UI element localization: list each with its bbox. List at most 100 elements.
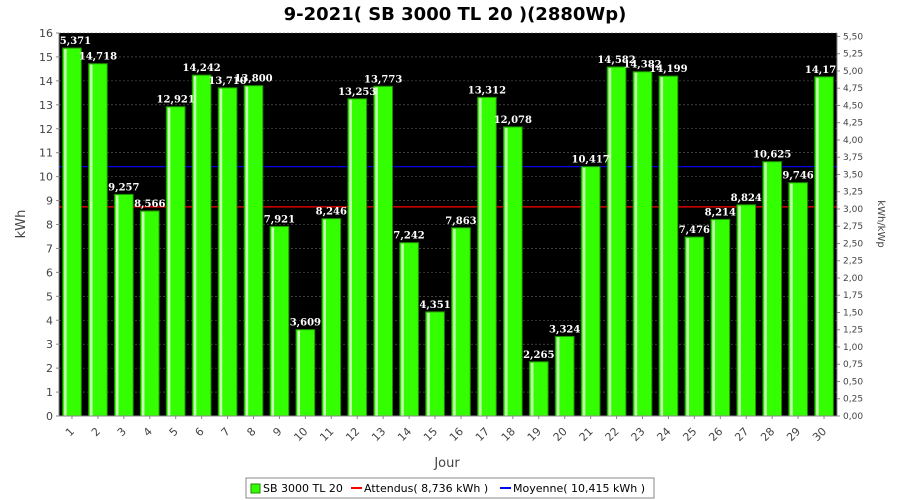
bar-highlight [219, 88, 223, 417]
y-tick-label: 16 [39, 27, 53, 40]
legend-swatch-bars [250, 483, 261, 494]
bar-highlight [245, 86, 249, 416]
y2-tick-label: 3,50 [843, 170, 863, 180]
y2-tick-label: 0,00 [843, 412, 863, 422]
x-tick-label: 16 [447, 425, 466, 444]
y2-tick-label: 3,75 [843, 153, 863, 163]
y-tick-label: 9 [46, 195, 53, 208]
x-tick-label: 15 [421, 425, 440, 444]
bar-highlight [323, 219, 326, 416]
data-label: 13,773 [364, 74, 402, 85]
y2-tick-label: 4,00 [843, 136, 863, 146]
grid-layer [59, 32, 837, 393]
y2-tick-label: 0,75 [843, 360, 863, 370]
y2-tick-label: 1,75 [843, 291, 863, 301]
x-tick-label: 13 [369, 425, 388, 444]
data-label: 10,417 [571, 155, 609, 166]
y-tick-label: 8 [46, 219, 53, 232]
y2-tick-label: 1,00 [843, 343, 863, 353]
x-axis: 1 2 3 4 5 6 7 8 9 10 11 12 13 14 15 16 17 18 19 20 21 22 23 24 2… [59, 415, 837, 444]
x-tick-label: 14 [395, 425, 414, 444]
y2-tick-label: 4,50 [843, 101, 863, 111]
y2-tick-label: 1,50 [843, 308, 863, 318]
y-tick-label: 10 [39, 171, 53, 184]
bar-highlight [90, 64, 93, 417]
bar-highlight [608, 67, 612, 417]
x-tick-label: 18 [499, 425, 518, 444]
y2-tick-label: 0,50 [843, 377, 863, 387]
y-axis-label: kWh [14, 210, 29, 239]
y-tick-label: 13 [39, 99, 53, 112]
data-label: 7,476 [679, 225, 710, 236]
x-tick-label: 22 [603, 425, 622, 444]
data-label: 8,214 [705, 207, 736, 218]
data-label: 13,253 [338, 87, 376, 98]
bar-highlight [660, 77, 664, 416]
data-label: 14,242 [182, 63, 220, 74]
bar-highlight [790, 183, 793, 416]
x-tick-label: 8 [244, 425, 258, 439]
data-label: 12,078 [494, 115, 532, 126]
x-tick-label: 17 [473, 425, 492, 444]
data-label: 3,324 [549, 324, 580, 335]
y2-tick-label: 2,00 [843, 274, 863, 284]
bar-highlight [141, 211, 145, 416]
x-tick-label: 12 [343, 425, 362, 444]
x-tick-label: 9 [270, 425, 284, 439]
y2-tick-label: 5,00 [843, 67, 863, 77]
y-tick-label: 0 [46, 410, 53, 423]
y-tick-label: 7 [46, 242, 53, 255]
data-label: 10,625 [753, 150, 791, 161]
bar-highlight [816, 77, 819, 417]
x-tick-label: 24 [654, 425, 673, 444]
data-label: 9,746 [782, 171, 813, 182]
bar-highlight [193, 76, 197, 416]
bar-highlight [453, 228, 456, 416]
y-tick-label: 1 [46, 386, 53, 399]
y-axis-right: 0,00 0,25 0,50 0,75 1,00 1,25 1,50 1,75 2,00 2,25… [836, 32, 863, 422]
x-tick-label: 23 [629, 425, 648, 444]
legend-label-moyenne: Moyenne( 10,415 kWh ) [513, 482, 645, 495]
data-label: 13,800 [234, 74, 272, 85]
data-label: 14,718 [79, 52, 117, 63]
bar-highlight [634, 72, 638, 417]
bar-highlight [582, 167, 586, 416]
data-label: 2,265 [523, 350, 554, 361]
x-tick-label: 19 [525, 425, 544, 444]
y2-tick-label: 4,75 [843, 84, 863, 94]
data-label: 13,312 [468, 85, 506, 96]
bar-highlight [504, 127, 508, 416]
bar-highlight [167, 107, 171, 417]
y-tick-label: 12 [39, 123, 53, 136]
bar-highlight [115, 195, 119, 416]
x-tick-label: 4 [141, 425, 155, 439]
x-tick-label: 3 [115, 425, 129, 439]
data-label: 7,863 [445, 216, 476, 227]
x-tick-label: 21 [577, 425, 596, 444]
data-label: 4,351 [419, 300, 450, 311]
bar-series [62, 47, 834, 417]
bar-highlight [271, 227, 275, 416]
legend-box [245, 477, 655, 499]
bar-highlight [764, 162, 767, 416]
x-tick-label: 7 [219, 425, 233, 439]
y2-tick-label: 2,50 [843, 239, 863, 249]
y-tick-label: 2 [46, 362, 53, 375]
x-tick-label: 5 [167, 425, 181, 439]
y2-tick-label: 5,25 [843, 50, 863, 60]
y-tick-label: 14 [39, 75, 53, 88]
bar-highlight [401, 243, 404, 416]
x-tick-label: 28 [758, 425, 777, 444]
data-label: 15,371 [53, 36, 91, 47]
bar-highlight [349, 99, 352, 416]
data-label: 14,199 [649, 64, 687, 75]
bar-highlight [530, 362, 534, 416]
data-label: 3,609 [290, 318, 321, 329]
data-label: 7,921 [264, 214, 295, 225]
y-tick-label: 4 [46, 314, 53, 327]
bar-highlight [479, 98, 482, 417]
y2-tick-label: 2,25 [843, 257, 863, 267]
x-tick-label: 1 [63, 425, 77, 439]
y2-axis-label: kWh/kWp [875, 200, 886, 247]
